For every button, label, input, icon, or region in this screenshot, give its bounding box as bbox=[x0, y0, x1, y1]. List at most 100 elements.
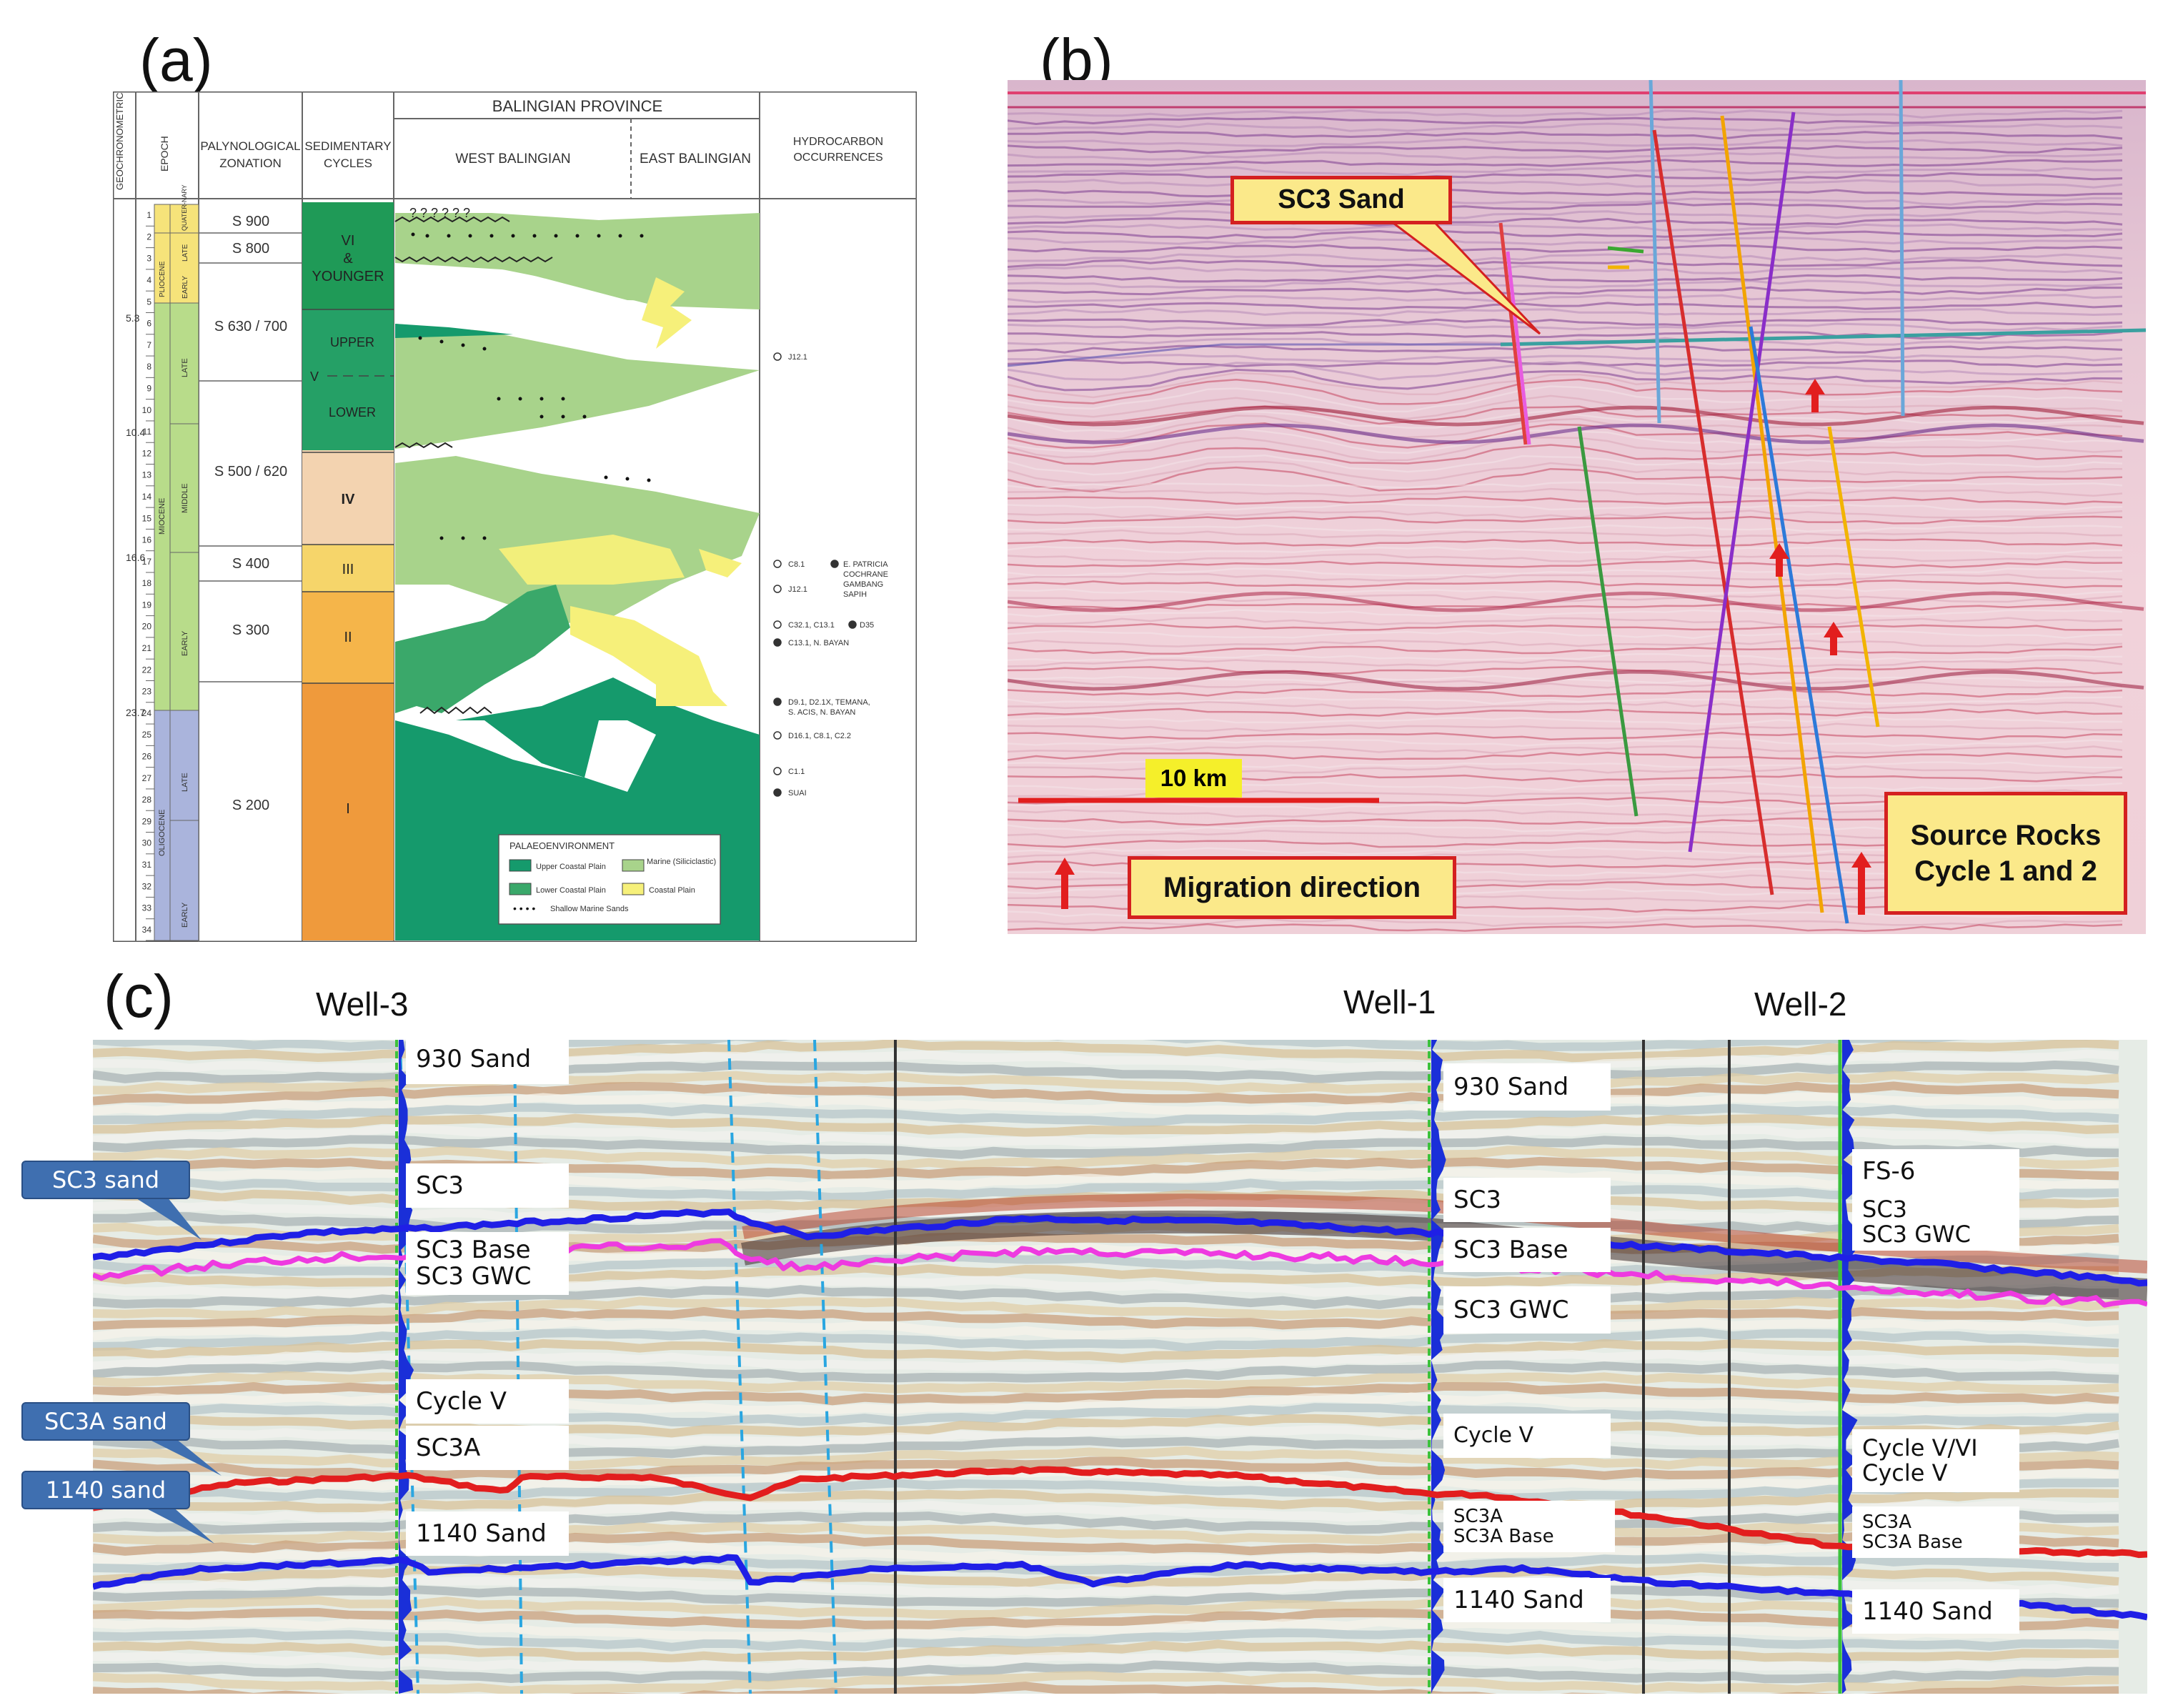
header-palyno: PALYNOLOGICAL ZONATION bbox=[200, 139, 301, 170]
w1-1140-sand: 1140 Sand bbox=[1443, 1578, 1611, 1622]
horizons bbox=[93, 1208, 2147, 1621]
age-tick-24: 24 bbox=[142, 708, 152, 718]
w1-sc3: SC3 bbox=[1443, 1178, 1611, 1222]
age-tick-5: 5 bbox=[146, 297, 151, 307]
epoch-oligocene: OLIGOCENE bbox=[158, 810, 166, 856]
epoch-plio-early: EARLY bbox=[182, 276, 189, 299]
hc-j12-lower: J12.1 bbox=[788, 585, 807, 594]
age-tick-4: 4 bbox=[146, 275, 151, 285]
legend-upper: Upper Coastal Plain bbox=[536, 863, 606, 871]
age-tick-23: 23 bbox=[142, 687, 152, 697]
cycle-iii: III bbox=[342, 562, 354, 577]
seismic-section-c bbox=[93, 1040, 2147, 1694]
cycle-i: I bbox=[346, 801, 350, 817]
legend-marine: Marine (Siliciclastic) bbox=[647, 858, 717, 866]
panel-label-a: (a) bbox=[139, 26, 213, 94]
age-tick-26: 26 bbox=[142, 752, 152, 762]
hc-c32: C32.1, C13.1 bbox=[788, 621, 835, 630]
zone-s630: S 630 / 700 bbox=[214, 319, 287, 334]
zone-s400: S 400 bbox=[232, 556, 269, 572]
age-tick-27: 27 bbox=[142, 773, 152, 783]
hc-d9: D9.1, D2.1X, TEMANA, bbox=[788, 698, 870, 707]
header-east: EAST BALINGIAN bbox=[640, 152, 751, 167]
epoch-mio-early: EARLY bbox=[181, 630, 189, 656]
age-tick-20: 20 bbox=[142, 622, 152, 632]
1140-sand-label: 1140 sand bbox=[21, 1471, 190, 1509]
epoch-plio-late: LATE bbox=[182, 244, 189, 262]
age-tick-33: 33 bbox=[142, 903, 152, 913]
w2-1140-sand: 1140 Sand bbox=[1852, 1589, 2019, 1634]
epoch-miocene: MIOCENE bbox=[158, 498, 166, 535]
header-geo-scale: GEOCHRONOMETRIC SCALE IN MA bbox=[114, 91, 125, 190]
w1-sc3a: SC3A SC3A Base bbox=[1443, 1501, 1615, 1552]
epoch-olig-early: EARLY bbox=[181, 902, 189, 928]
legend-title: PALAEOENVIRONMENT bbox=[509, 840, 615, 851]
cycle-lower: LOWER bbox=[329, 405, 376, 419]
age-tick-1: 1 bbox=[146, 210, 151, 220]
age-tick-21: 21 bbox=[142, 643, 152, 653]
w3-1140-sand: 1140 Sand bbox=[406, 1511, 569, 1556]
well-tracks bbox=[395, 1040, 1858, 1694]
age-tick-15: 15 bbox=[142, 513, 152, 523]
zone-s300: S 300 bbox=[232, 622, 269, 638]
epoch-olig-late: LATE bbox=[181, 773, 189, 792]
hc-d16: D16.1, C8.1, C2.2 bbox=[788, 732, 851, 740]
hc-d35: D35 bbox=[860, 621, 874, 630]
age-tick-6: 6 bbox=[146, 319, 151, 329]
cycle-vi-1: VI bbox=[342, 233, 355, 249]
age-tick-8: 8 bbox=[146, 362, 151, 372]
age-tick-32: 32 bbox=[142, 881, 152, 891]
panel-label-c: (c) bbox=[104, 963, 174, 1030]
w2-sc3a: SC3A SC3A Base bbox=[1852, 1506, 2019, 1558]
cycle-iv: IV bbox=[342, 492, 356, 507]
age-tick-12: 12 bbox=[142, 448, 152, 458]
age-tick-22: 22 bbox=[142, 665, 152, 675]
well-1-label: Well-1 bbox=[1343, 983, 1436, 1021]
w1-cycle-v: Cycle V bbox=[1443, 1414, 1611, 1458]
zone-s900: S 900 bbox=[232, 214, 269, 229]
w2-sc3-gwc: SC3 SC3 GWC bbox=[1852, 1193, 2019, 1251]
migration-arrows bbox=[1055, 379, 1871, 915]
hc-suai: SUAI bbox=[788, 789, 807, 798]
svg-text:? ? ? ? ? ?: ? ? ? ? ? ? bbox=[409, 206, 470, 220]
sc3-sand-label: SC3 sand bbox=[21, 1161, 190, 1199]
header-province: BALINGIAN PROVINCE bbox=[492, 97, 662, 115]
legend-sands: Shallow Marine Sands bbox=[550, 905, 629, 913]
migration-direction-box: Migration direction bbox=[1128, 856, 1456, 919]
hc-c8: C8.1 bbox=[788, 560, 805, 569]
svg-text:• • • •: • • • • bbox=[513, 903, 535, 914]
legend-coastal: Coastal Plain bbox=[649, 886, 695, 895]
age-tick-18: 18 bbox=[142, 578, 152, 588]
header-cycles: SEDIMENTARY CYCLES bbox=[304, 139, 392, 170]
sc3-sand-callout: SC3 Sand bbox=[1230, 176, 1452, 224]
hc-j12-upper: J12.1 bbox=[788, 353, 807, 362]
age-tick-11: 11 bbox=[143, 427, 152, 437]
age-tick-19: 19 bbox=[142, 600, 152, 610]
age-tick-14: 14 bbox=[142, 492, 152, 502]
age-tick-2: 2 bbox=[146, 232, 151, 242]
zone-s800: S 800 bbox=[232, 241, 269, 257]
hydrocarbon-symbols bbox=[773, 352, 857, 797]
w3-cycle-v: Cycle V bbox=[406, 1379, 569, 1424]
seismic-reflectors bbox=[1008, 109, 2144, 932]
header-hydro: HYDROCARBON OCCURRENCES bbox=[792, 136, 884, 164]
hc-cochrane: COCHRANE bbox=[843, 570, 888, 579]
age-tick-9: 9 bbox=[146, 384, 151, 394]
well-3-label: Well-3 bbox=[316, 985, 409, 1023]
age-scale: 1234567891011121314151617181920212223242… bbox=[142, 210, 154, 941]
cycle-v: V bbox=[310, 369, 319, 384]
age-tick-10: 10 bbox=[142, 405, 152, 415]
source-rocks-line2: Cycle 1 and 2 bbox=[1914, 855, 2097, 887]
age-10-4: 10.4 bbox=[126, 427, 145, 438]
age-16-6: 16.6 bbox=[126, 552, 145, 563]
epoch-mio-late: LATE bbox=[181, 358, 189, 377]
age-tick-13: 13 bbox=[142, 470, 152, 480]
epoch-pliocene: PLIOCENE bbox=[159, 261, 166, 297]
age-tick-7: 7 bbox=[146, 340, 151, 350]
hc-c1: C1.1 bbox=[788, 768, 805, 776]
hc-gambang: GAMBANG bbox=[843, 580, 883, 589]
w2-fs6: FS-6 bbox=[1852, 1149, 2019, 1193]
scale-bar-label: 10 km bbox=[1145, 759, 1242, 798]
age-tick-3: 3 bbox=[146, 254, 151, 264]
w3-930-sand: 930 Sand bbox=[406, 1034, 569, 1084]
